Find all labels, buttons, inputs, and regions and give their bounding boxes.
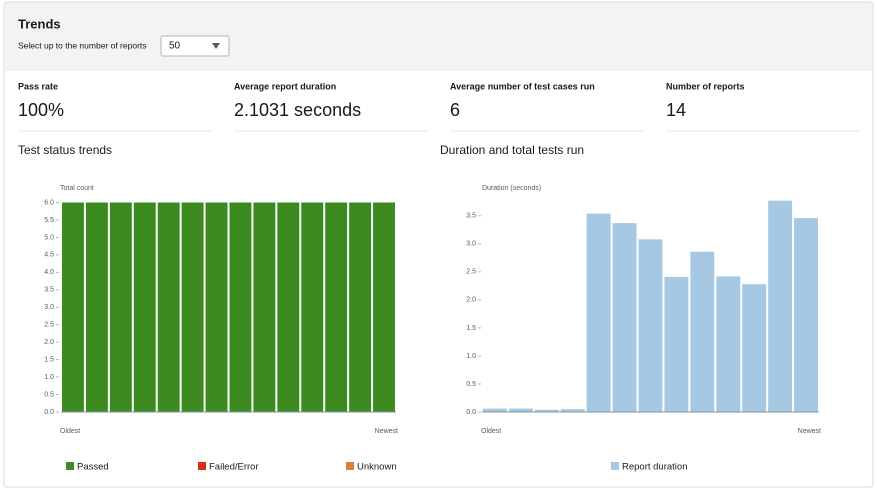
metric-label: Average report duration (234, 81, 336, 91)
y-tick-label: 1.0 (466, 353, 476, 360)
bar (62, 202, 84, 412)
y-tick-label: 0.0 (44, 409, 54, 416)
y-tick-label: 5.0 (44, 234, 54, 241)
legend-label: Unknown (357, 462, 397, 473)
bar (716, 276, 741, 412)
bar (664, 276, 689, 412)
legend-swatch (198, 462, 206, 470)
bar (612, 223, 637, 412)
report-count-select[interactable]: 50 (160, 35, 230, 57)
y-tick-label: 2.5 (44, 322, 54, 329)
bar (742, 284, 767, 412)
bar (325, 202, 348, 412)
legend-label: Failed/Error (209, 462, 259, 473)
bar (534, 409, 559, 412)
metric-value: 2.1031 seconds (234, 100, 361, 120)
y-tick-label: 2.5 (466, 269, 476, 276)
y-tick-label: 1.5 (466, 325, 476, 332)
metric-value: 100% (18, 100, 64, 120)
select-arrow[interactable] (212, 43, 220, 49)
y-tick-label: 2.0 (44, 339, 54, 346)
y-tick-label: 1.0 (44, 374, 54, 381)
bar (85, 202, 108, 412)
chart-title: Duration and total tests run (440, 143, 584, 157)
y-axis-title: Total count (60, 185, 94, 192)
bar (301, 202, 324, 412)
bar (109, 202, 132, 412)
bar (690, 251, 715, 412)
legend-label: Passed (77, 462, 109, 473)
chart-title: Test status trends (18, 143, 112, 157)
select-box[interactable] (160, 35, 230, 57)
metric-label: Pass rate (18, 81, 58, 91)
bar (560, 409, 585, 412)
x-tick-label: Oldest (481, 428, 501, 435)
y-tick-label: 0.5 (44, 391, 54, 398)
y-axis-title: Duration (seconds) (482, 185, 541, 192)
y-tick-label: 3.0 (466, 241, 476, 248)
bar (157, 202, 180, 412)
metrics-row: Pass rate 100% Average report duration 2.10… (18, 81, 861, 132)
select-value[interactable]: 50 (169, 41, 181, 52)
y-tick-label: 4.5 (44, 252, 54, 259)
y-tick-label: 0.5 (466, 381, 476, 388)
header-background (5, 3, 872, 70)
bar (277, 202, 300, 412)
bar (373, 202, 395, 412)
bar (638, 239, 663, 412)
y-tick-label: 4.0 (44, 269, 54, 276)
y-tick-label: 3.5 (44, 287, 54, 294)
legend-swatch (346, 462, 354, 470)
metric-label: Average number of test cases run (450, 81, 595, 91)
bar (349, 202, 372, 412)
y-tick-label: 3.0 (44, 304, 54, 311)
x-tick-label: Newest (375, 428, 398, 435)
y-tick-label: 2.0 (466, 297, 476, 304)
y-tick-label: 0.0 (466, 409, 476, 416)
y-tick-label: 1.5 (44, 356, 54, 363)
x-tick-label: Newest (798, 428, 821, 435)
y-tick-label: 5.5 (44, 217, 54, 224)
bar (794, 218, 818, 412)
metric-value: 14 (666, 100, 686, 120)
bar (205, 202, 228, 412)
bar (229, 202, 252, 412)
y-tick-label: 3.5 (466, 213, 476, 220)
bar (586, 213, 611, 412)
bar (181, 202, 204, 412)
metric-label: Number of reports (666, 81, 745, 91)
bar (483, 408, 507, 412)
header-title: Trends (18, 16, 61, 31)
legend-swatch (611, 462, 619, 470)
bar (508, 408, 533, 412)
bar (768, 200, 793, 412)
x-tick-label: Oldest (60, 428, 80, 435)
y-tick-label: 6.0 (44, 199, 54, 206)
select-label: Select up to the number of reports (18, 40, 147, 50)
bar (253, 202, 276, 412)
metric-value: 6 (450, 100, 460, 120)
legend-label: Report duration (622, 462, 687, 473)
legend-swatch (66, 462, 74, 470)
bar (133, 202, 156, 412)
